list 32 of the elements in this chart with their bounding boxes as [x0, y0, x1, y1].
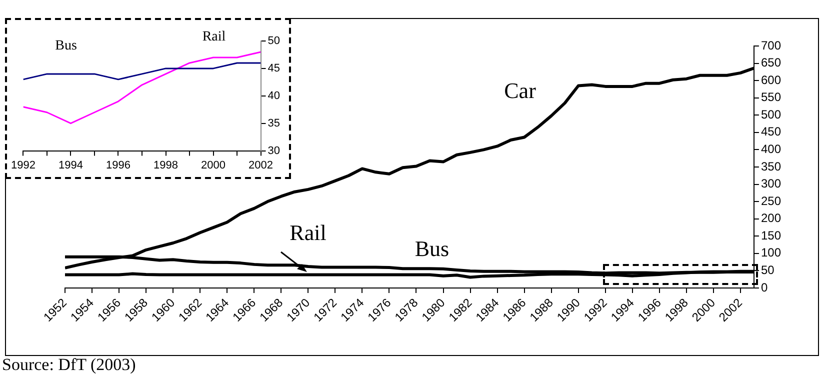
x-tick-label: 2002: [248, 159, 274, 172]
source-note: Source: DfT (2003): [2, 355, 136, 374]
y-tick-label: 35: [268, 117, 280, 130]
series-label: Rail: [290, 220, 326, 245]
y-tick-label: 550: [760, 90, 782, 104]
y-tick-label: 250: [760, 194, 782, 208]
y-tick-label: 200: [760, 211, 782, 226]
y-tick-label: 45: [268, 62, 280, 74]
y-tick-label: 400: [760, 142, 782, 156]
y-tick-label: 0: [760, 280, 768, 294]
y-tick-label: 500: [760, 107, 782, 122]
y-tick-label: 150: [760, 228, 782, 242]
series-label: Car: [504, 78, 537, 103]
y-tick-label: 450: [760, 124, 782, 139]
series-label: Bus: [414, 236, 450, 261]
series-label: Rail: [202, 30, 226, 45]
y-tick-label: 40: [268, 90, 280, 102]
x-tick-label: 1998: [154, 159, 178, 172]
y-tick-label: 300: [760, 176, 782, 191]
series-label: Bus: [55, 38, 77, 54]
y-tick-label: 600: [760, 72, 782, 87]
x-tick-label: 1992: [10, 159, 36, 172]
y-tick-label: 50: [268, 35, 280, 48]
y-tick-label: 650: [760, 56, 782, 70]
y-tick-label: 30: [268, 144, 280, 157]
x-tick-label: 2000: [201, 159, 226, 172]
y-tick-label: 350: [760, 159, 782, 174]
y-tick-label: 700: [760, 38, 782, 52]
x-tick-label: 1996: [106, 159, 130, 172]
y-tick-label: 100: [760, 246, 782, 260]
y-tick-label: 50: [760, 262, 775, 277]
x-tick-label: 1994: [58, 159, 83, 172]
